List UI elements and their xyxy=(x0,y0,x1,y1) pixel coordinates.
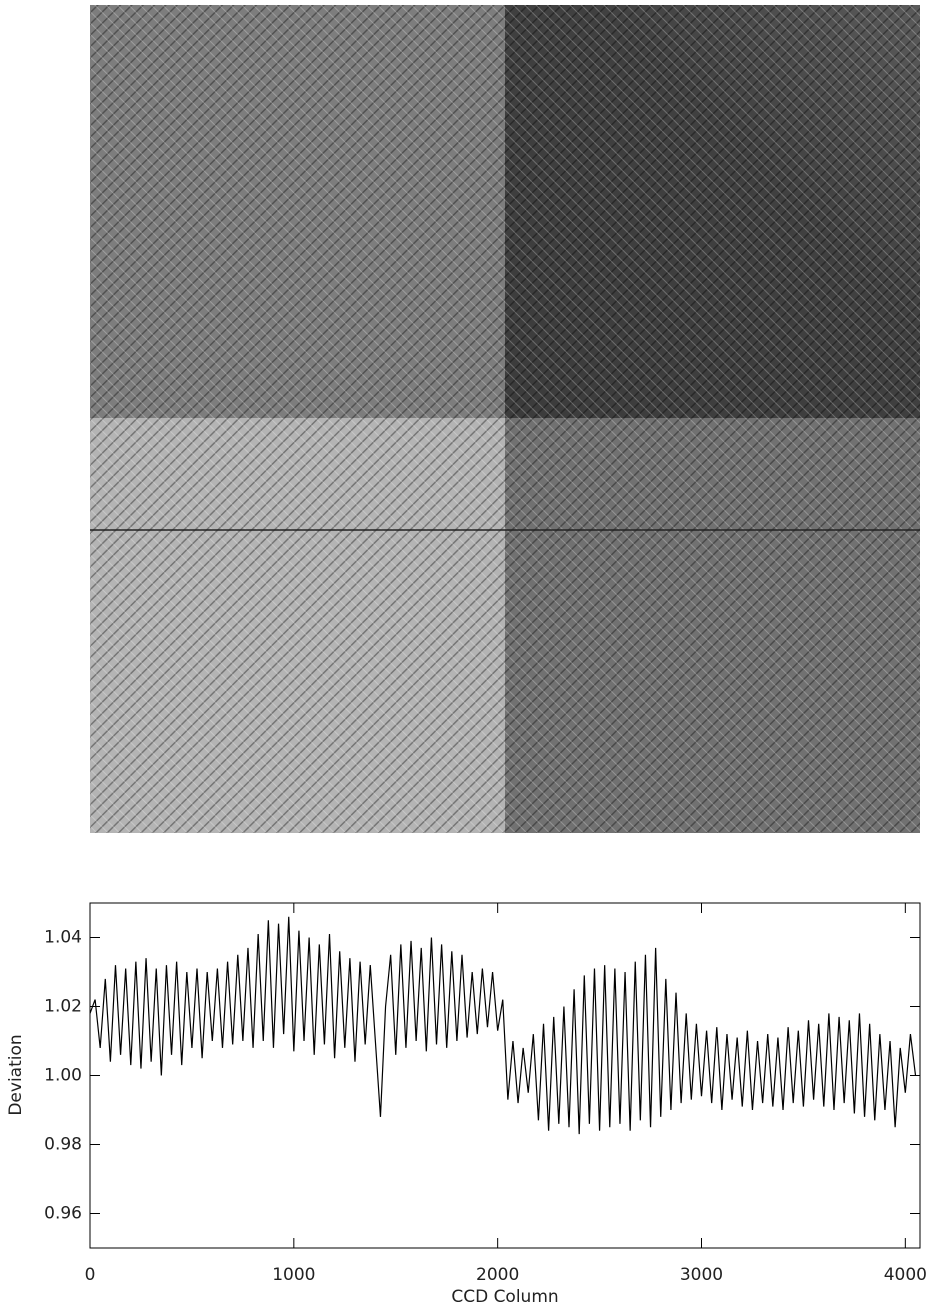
fringe-pattern xyxy=(90,5,920,833)
x-tick-label: 2000 xyxy=(476,1265,519,1285)
y-tick-label: 0.98 xyxy=(44,1135,82,1155)
x-axis-label: CCD Column xyxy=(451,1287,558,1307)
y-tick-label: 1.04 xyxy=(44,928,82,948)
y-axis-label: Deviation xyxy=(6,1034,26,1115)
x-tick-label: 3000 xyxy=(680,1265,723,1285)
x-tick-label: 4000 xyxy=(884,1265,927,1285)
data-line xyxy=(89,916,917,1135)
ccd-image xyxy=(90,5,920,833)
y-tick-label: 1.02 xyxy=(44,997,82,1017)
y-tick-label: 0.96 xyxy=(44,1204,82,1224)
x-tick-label: 0 xyxy=(85,1265,96,1285)
y-tick-label: 1.00 xyxy=(44,1066,82,1086)
x-tick-label: 1000 xyxy=(272,1265,315,1285)
